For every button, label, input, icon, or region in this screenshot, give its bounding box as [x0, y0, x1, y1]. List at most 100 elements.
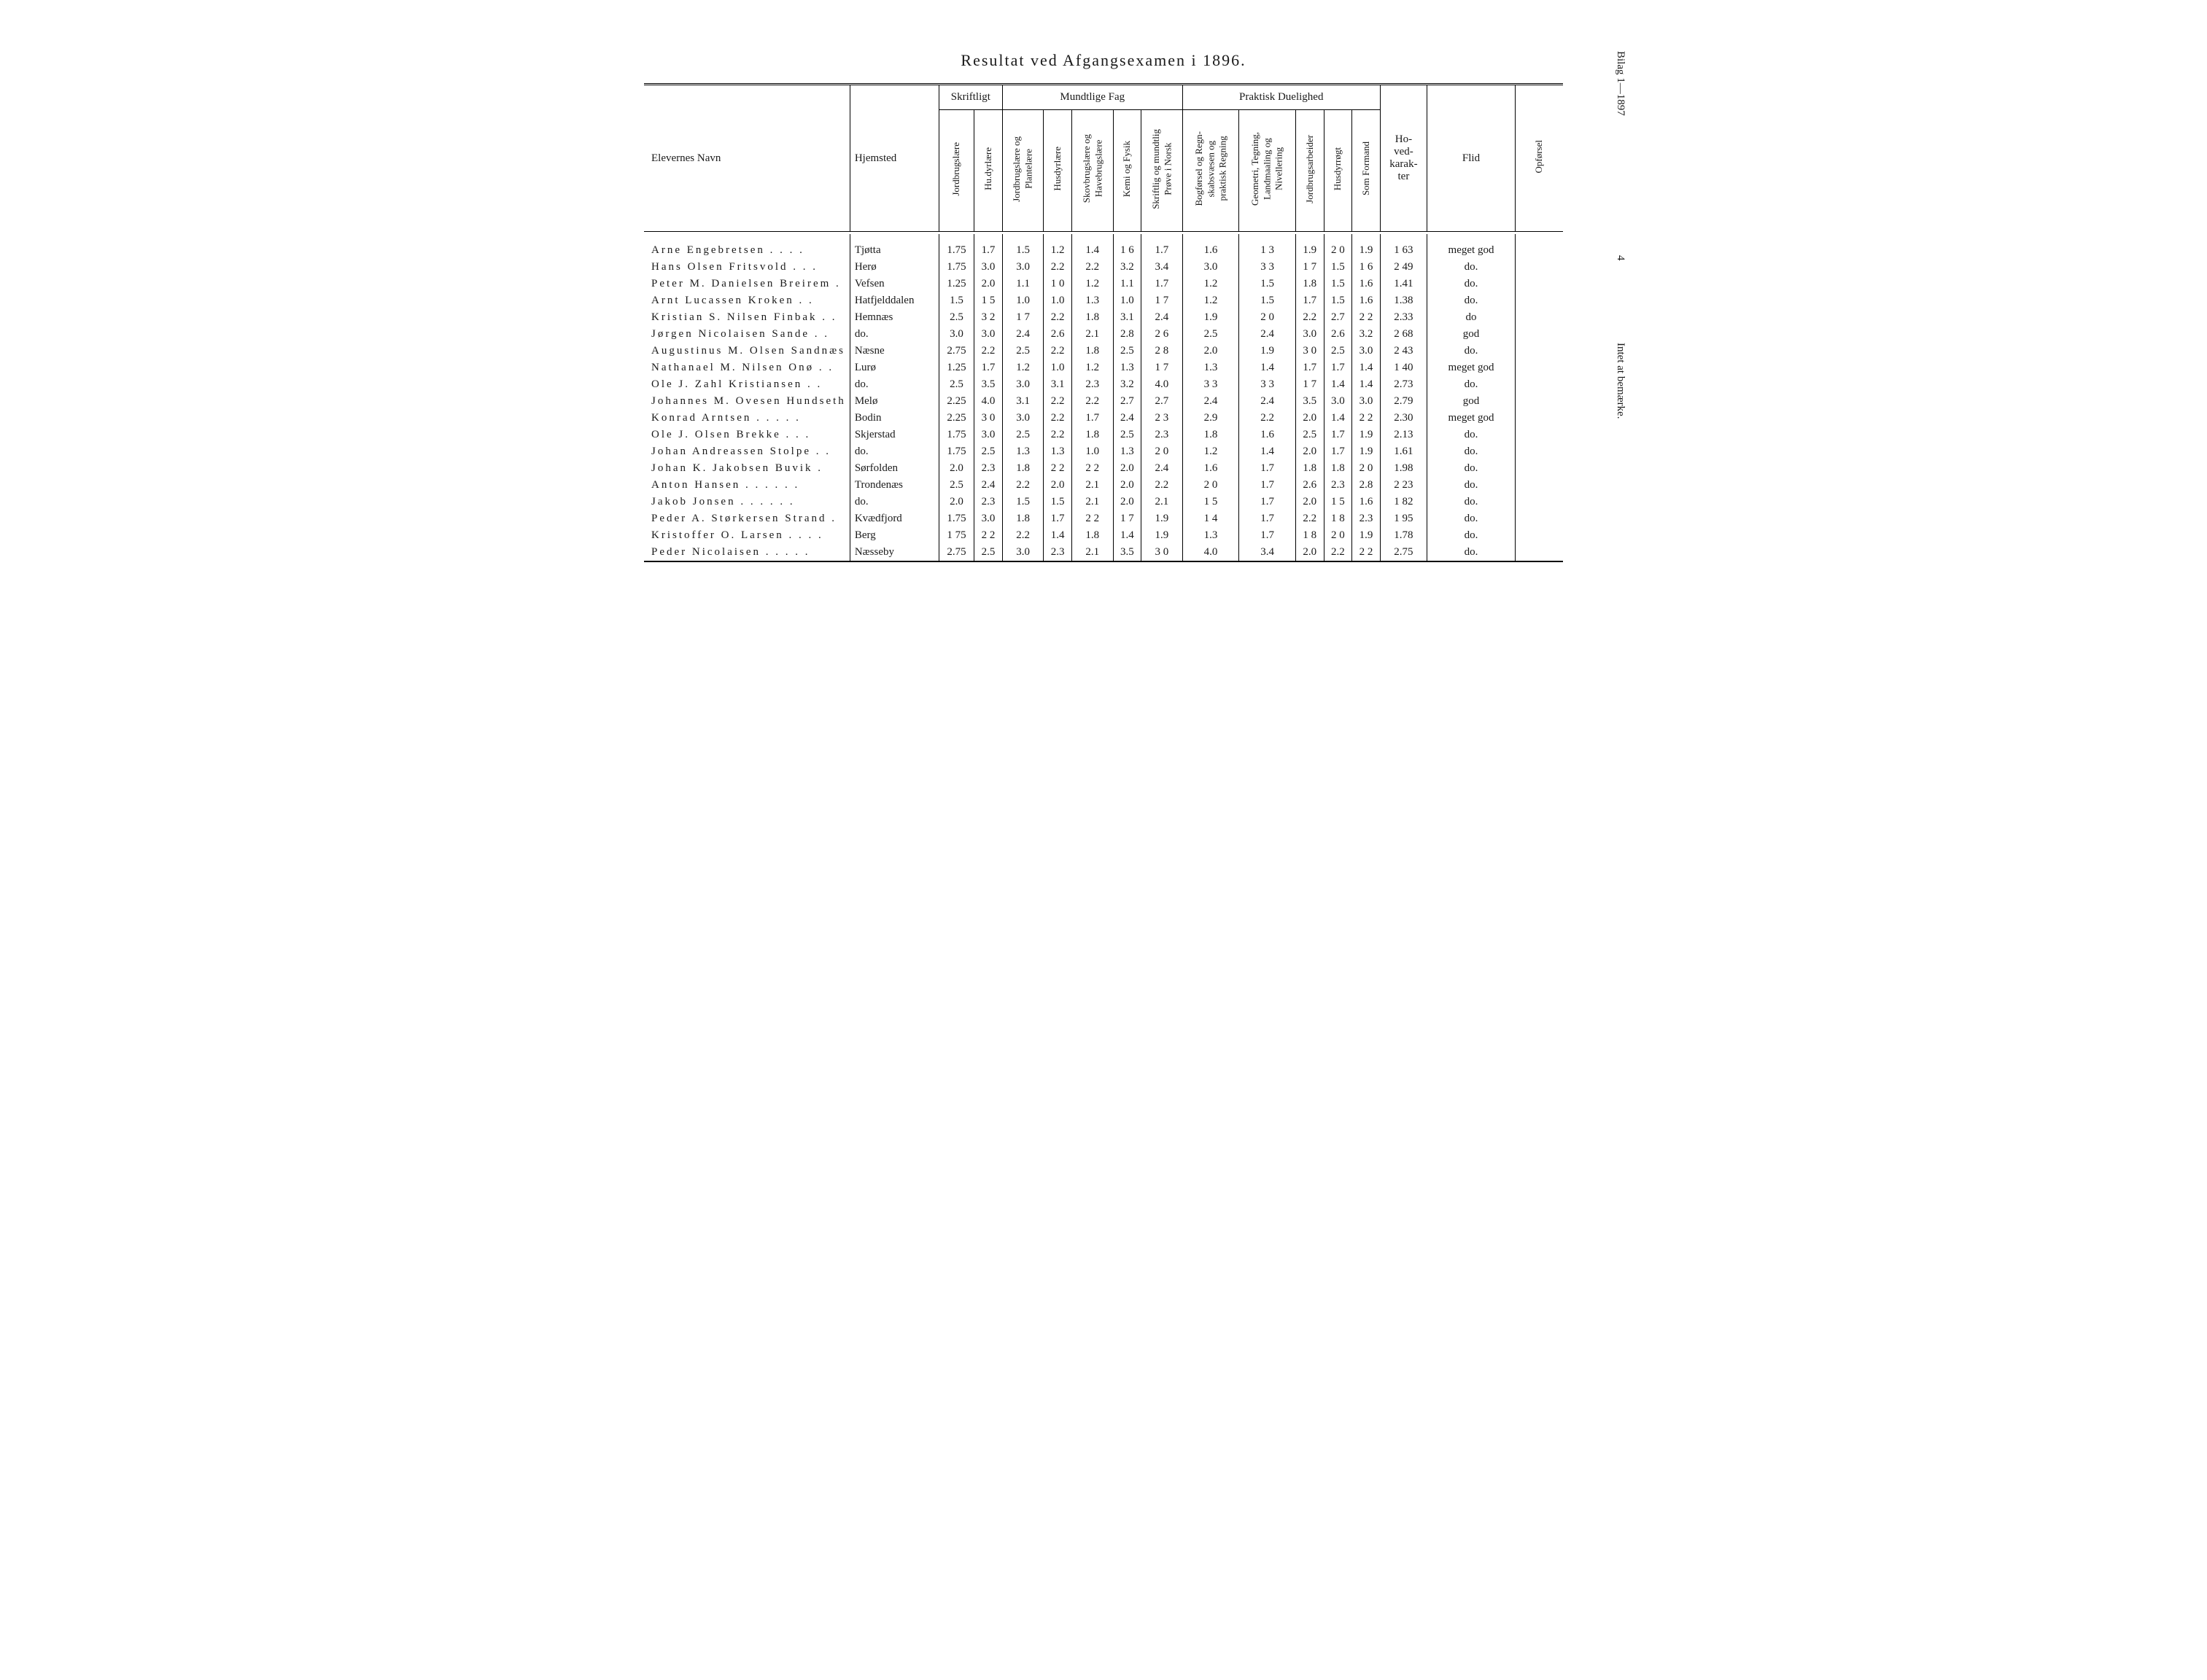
- cell-score: 3 0: [1141, 544, 1183, 561]
- cell-score: 2.2: [1141, 477, 1183, 494]
- cell-flid: meget god: [1427, 410, 1516, 427]
- cell-flid: do.: [1427, 477, 1516, 494]
- cell-score: 3 3: [1239, 376, 1296, 393]
- cell-score: 2.0: [1295, 494, 1324, 510]
- table-row: Peder Nicolaisen . . . . .Næsseby2.752.5…: [644, 544, 1563, 561]
- cell-score: 1.25: [939, 276, 974, 292]
- cell-score: 1.6: [1182, 234, 1239, 259]
- cell-score: 2.1: [1072, 477, 1114, 494]
- cell-home: do.: [850, 376, 939, 393]
- cell-score: 2.2: [1295, 510, 1324, 527]
- table-row: Anton Hansen . . . . . .Trondenæs2.52.42…: [644, 477, 1563, 494]
- cell-name: Johan K. Jakobsen Buvik .: [644, 460, 850, 477]
- cell-score: 1.3: [1072, 292, 1114, 309]
- cell-score: 1.75: [939, 443, 974, 460]
- table-row: Ole J. Zahl Kristiansen . .do.2.53.53.03…: [644, 376, 1563, 393]
- cell-hoved: 1 40: [1380, 359, 1427, 376]
- cell-score: 2.4: [1002, 326, 1044, 343]
- cell-score: 3.2: [1113, 376, 1141, 393]
- cell-score: 1.3: [1113, 443, 1141, 460]
- cell-score: 2.0: [1113, 460, 1141, 477]
- cell-flid: do.: [1427, 343, 1516, 359]
- cell-score: 1 7: [1295, 259, 1324, 276]
- cell-score: 1.1: [1113, 276, 1141, 292]
- side-remark: Intet at bemærke.: [1614, 343, 1626, 419]
- col-header-home: Hjemsted: [850, 85, 939, 232]
- cell-score: 1.8: [1072, 527, 1114, 544]
- cell-score: 2.0: [1295, 410, 1324, 427]
- cell-score: 1 4: [1182, 510, 1239, 527]
- cell-score: 3.1: [1002, 393, 1044, 410]
- cell-score: 2.6: [1324, 326, 1352, 343]
- cell-score: 2.25: [939, 410, 974, 427]
- col-c2: Hu.dyrlære: [974, 110, 1003, 232]
- cell-home: do.: [850, 443, 939, 460]
- table-row: Nathanael M. Nilsen Onø . .Lurø1.251.71.…: [644, 359, 1563, 376]
- cell-score: 2.4: [1239, 326, 1296, 343]
- col-group-praktisk: Praktisk Duelighed: [1182, 85, 1380, 110]
- cell-score: 1.7: [974, 234, 1003, 259]
- table-row: Johan Andreassen Stolpe . .do.1.752.51.3…: [644, 443, 1563, 460]
- cell-hoved: 1.38: [1380, 292, 1427, 309]
- cell-name: Peder Nicolaisen . . . . .: [644, 544, 850, 561]
- cell-score: 2.5: [1113, 343, 1141, 359]
- cell-hoved: 2.13: [1380, 427, 1427, 443]
- cell-score: 2.4: [974, 477, 1003, 494]
- cell-flid: do.: [1427, 443, 1516, 460]
- cell-name: Arne Engebretsen . . . .: [644, 234, 850, 259]
- cell-flid: do.: [1427, 376, 1516, 393]
- cell-score: 2.2: [1072, 393, 1114, 410]
- cell-score: 1.8: [1182, 427, 1239, 443]
- cell-score: 1 8: [1324, 510, 1352, 527]
- cell-score: 2.7: [1113, 393, 1141, 410]
- cell-score: 2.5: [1324, 343, 1352, 359]
- cell-score: 1.4: [1239, 443, 1296, 460]
- cell-score: 1.5: [939, 292, 974, 309]
- cell-score: 2.2: [1044, 259, 1072, 276]
- cell-hoved: 1.78: [1380, 527, 1427, 544]
- cell-score: 2 2: [1072, 510, 1114, 527]
- cell-score: 2.4: [1113, 410, 1141, 427]
- cell-score: 3.0: [974, 510, 1003, 527]
- cell-score: 2 2: [1352, 544, 1381, 561]
- cell-score: 1.8: [1295, 460, 1324, 477]
- cell-hoved: 2 43: [1380, 343, 1427, 359]
- cell-score: 1 5: [1182, 494, 1239, 510]
- cell-name: Kristoffer O. Larsen . . . .: [644, 527, 850, 544]
- table-row: Jakob Jonsen . . . . . .do.2.02.31.51.52…: [644, 494, 1563, 510]
- cell-home: Bodin: [850, 410, 939, 427]
- cell-score: 1.9: [1182, 309, 1239, 326]
- cell-score: 2.5: [939, 477, 974, 494]
- cell-score: 1.7: [1324, 427, 1352, 443]
- cell-home: Trondenæs: [850, 477, 939, 494]
- cell-flid: meget god: [1427, 359, 1516, 376]
- cell-score: 1.6: [1352, 494, 1381, 510]
- cell-score: 2 2: [1072, 460, 1114, 477]
- cell-score: 1.7: [1044, 510, 1072, 527]
- cell-name: Konrad Arntsen . . . . .: [644, 410, 850, 427]
- cell-score: 1.3: [1182, 359, 1239, 376]
- cell-score: 2.5: [939, 376, 974, 393]
- cell-score: 1.8: [1295, 276, 1324, 292]
- cell-name: Ole J. Olsen Brekke . . .: [644, 427, 850, 443]
- cell-score: 4.0: [1182, 544, 1239, 561]
- cell-score: 2.75: [939, 544, 974, 561]
- cell-score: 1.8: [1072, 309, 1114, 326]
- cell-score: 1 7: [1141, 292, 1183, 309]
- cell-score: 2.2: [1239, 410, 1296, 427]
- cell-score: 1.8: [1072, 427, 1114, 443]
- cell-name: Jørgen Nicolaisen Sande . .: [644, 326, 850, 343]
- cell-score: 1.3: [1044, 443, 1072, 460]
- cell-score: 2.0: [1113, 477, 1141, 494]
- cell-score: 2 2: [1352, 410, 1381, 427]
- cell-score: 1.4: [1352, 359, 1381, 376]
- cell-score: 1.7: [1295, 359, 1324, 376]
- cell-home: Hemnæs: [850, 309, 939, 326]
- cell-score: 3.0: [1295, 326, 1324, 343]
- col-c12: Som Formand: [1352, 110, 1381, 232]
- cell-score: 2 0: [1324, 234, 1352, 259]
- col-c7: Skriftlig og mundtlig Prøve i Norsk: [1141, 110, 1183, 232]
- cell-score: 1.5: [1239, 292, 1296, 309]
- cell-score: 1.75: [939, 234, 974, 259]
- cell-home: do.: [850, 326, 939, 343]
